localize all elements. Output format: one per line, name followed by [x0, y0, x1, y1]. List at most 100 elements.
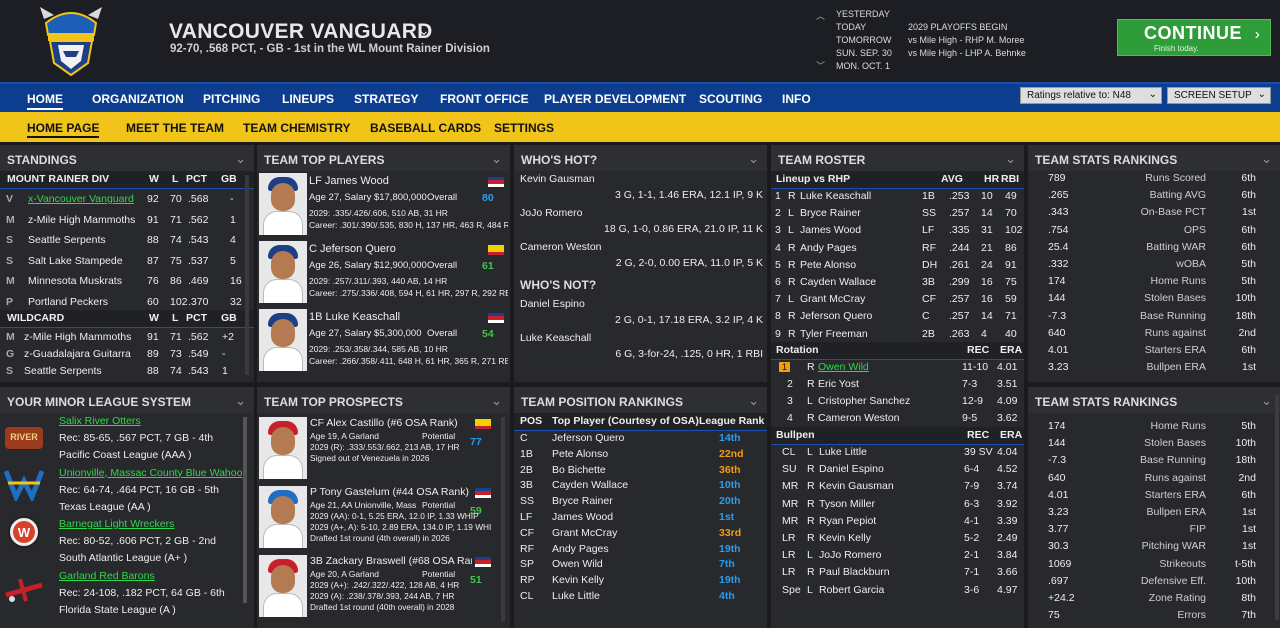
scrollbar[interactable] [501, 417, 505, 622]
standings-team-name[interactable]: Seattle Serpents [24, 365, 102, 377]
scrollbar[interactable] [243, 417, 247, 603]
subnav-settings[interactable]: SETTINGS [494, 121, 555, 135]
standings-team-name[interactable]: Portland Peckers [28, 295, 108, 308]
standings-team-name[interactable]: Minnesota Muskrats [28, 275, 122, 287]
lineup-player-name[interactable]: Pete Alonso [800, 258, 857, 271]
page-scrollbar[interactable] [1275, 395, 1279, 620]
bullpen-player-name[interactable]: Luke Little [819, 446, 867, 458]
nav-front-office[interactable]: FRONT OFFICE [440, 92, 529, 106]
schedule-down-arrow-icon[interactable]: ﹀ [816, 61, 826, 71]
lineup-player-name[interactable]: Tyler Freeman [800, 327, 868, 340]
position-player-name[interactable]: Grant McCray [552, 526, 618, 539]
not-player-name[interactable]: Daniel Espino [520, 298, 585, 310]
standings-team-name[interactable]: z-Mile High Mammoths [28, 213, 136, 226]
nav-player-development[interactable]: PLAYER DEVELOPMENT [544, 92, 687, 106]
lineup-player-name[interactable]: Grant McCray [800, 293, 866, 306]
player-name[interactable]: LF James Wood [309, 175, 389, 187]
hot-player-name[interactable]: Cameron Weston [520, 241, 602, 253]
prospect-name[interactable]: P Tony Gastelum (#44 OSA Rank) [310, 486, 469, 498]
standings-team-name[interactable]: Salt Lake Stampede [28, 254, 123, 267]
collapse-chevron-icon[interactable]: ⌄ [235, 393, 246, 408]
bullpen-player-name[interactable]: Tyson Miller [819, 497, 876, 510]
prospect-portrait[interactable] [259, 417, 307, 479]
team-logo[interactable] [36, 5, 106, 77]
rotation-player-name[interactable]: Eric Yost [818, 378, 859, 390]
position-player-name[interactable]: Luke Little [552, 590, 600, 602]
collapse-chevron-icon[interactable]: ⌄ [748, 151, 759, 166]
subnav-meet-the-team[interactable]: MEET THE TEAM [126, 121, 224, 135]
nav-lineups[interactable]: LINEUPS [282, 92, 335, 106]
position-player-name[interactable]: Jeferson Quero [552, 432, 625, 444]
minor-team-name[interactable]: Unionville, Massac County Blue Wahoo [59, 466, 243, 479]
subnav-baseball-cards[interactable]: BASEBALL CARDS [370, 121, 482, 135]
bullpen-player-name[interactable]: Daniel Espino [819, 463, 884, 476]
lineup-player-name[interactable]: Luke Keaschall [800, 190, 872, 202]
bullpen-player-name[interactable]: Ryan Pepiot [819, 514, 877, 527]
prospect-portrait[interactable] [259, 555, 307, 617]
position-player-name[interactable]: Pete Alonso [552, 447, 609, 460]
rotation-player-name[interactable]: Cristopher Sanchez [818, 395, 911, 407]
nav-organization[interactable]: ORGANIZATION [92, 92, 184, 106]
nav-pitching[interactable]: PITCHING [203, 92, 261, 106]
collapse-chevron-icon[interactable]: ⌄ [748, 393, 759, 408]
nav-scouting[interactable]: SCOUTING [699, 92, 763, 106]
minor-team-name[interactable]: Salix River Otters [59, 415, 141, 427]
player-portrait[interactable] [259, 309, 307, 371]
player-portrait[interactable] [259, 241, 307, 303]
collapse-chevron-icon[interactable]: ⌄ [235, 151, 246, 166]
position-player-name[interactable]: Bryce Rainer [552, 495, 613, 508]
nav-info[interactable]: INFO [782, 92, 811, 106]
schedule-event[interactable]: vs Mile High - RHP M. Moree [908, 35, 1025, 45]
standings-team-name[interactable]: Seattle Serpents [28, 234, 106, 246]
nav-strategy[interactable]: STRATEGY [354, 92, 419, 106]
not-player-name[interactable]: Luke Keaschall [520, 332, 592, 344]
collapse-chevron-icon[interactable]: ⌄ [491, 393, 502, 408]
standings-team-name[interactable]: z-Mile High Mammoths [24, 331, 132, 343]
collapse-chevron-icon[interactable]: ⌄ [1261, 151, 1272, 166]
continue-button[interactable]: CONTINUE Finish today. › [1117, 19, 1271, 56]
subnav-team-chemistry[interactable]: TEAM CHEMISTRY [243, 121, 351, 135]
position-player-name[interactable]: Andy Pages [552, 542, 609, 555]
minor-team-name[interactable]: Garland Red Barons [59, 569, 155, 582]
lineup-player-name[interactable]: Andy Pages [800, 241, 857, 254]
collapse-chevron-icon[interactable]: ⌄ [1261, 393, 1272, 408]
subnav-home-page[interactable]: HOME PAGE [27, 121, 100, 138]
prospect-name[interactable]: CF Alex Castillo (#6 OSA Rank) [310, 417, 458, 429]
collapse-chevron-icon[interactable]: ⌄ [491, 151, 502, 166]
position-player-name[interactable]: James Wood [552, 511, 614, 523]
nav-home[interactable]: HOME [27, 92, 63, 110]
position-player-name[interactable]: Cayden Wallace [552, 479, 629, 492]
schedule-up-arrow-icon[interactable]: ︿ [816, 11, 826, 21]
bullpen-player-name[interactable]: Kevin Kelly [819, 532, 871, 544]
team-name-title[interactable]: VANCOUVER VANGUARD [169, 20, 433, 43]
lineup-player-name[interactable]: Jeferson Quero [800, 310, 873, 323]
position-player-name[interactable]: Kevin Kelly [552, 574, 604, 587]
prospect-name[interactable]: 3B Zackary Braswell (#68 OSA Rank) [310, 555, 472, 567]
standings-team-name[interactable]: z-Guadalajara Guitarra [24, 348, 131, 360]
hot-player-name[interactable]: JoJo Romero [520, 207, 583, 219]
player-portrait[interactable] [259, 173, 307, 235]
hot-player-name[interactable]: Kevin Gausman [520, 173, 595, 185]
rotation-player-name[interactable]: Owen Wild [818, 361, 869, 373]
standings-team-name[interactable]: x-Vancouver Vanguard [28, 193, 134, 205]
schedule-event[interactable]: 2029 PLAYOFFS BEGIN [908, 22, 1008, 32]
bullpen-player-name[interactable]: Paul Blackburn [819, 566, 890, 579]
schedule-event[interactable]: vs Mile High - LHP A. Behnke [908, 48, 1026, 58]
player-name[interactable]: 1B Luke Keaschall [309, 311, 401, 323]
lineup-player-name[interactable]: Bryce Rainer [800, 207, 861, 220]
prospect-portrait[interactable] [259, 486, 307, 548]
bullpen-player-name[interactable]: Robert Garcia [819, 583, 885, 596]
position-player-name[interactable]: Bo Bichette [552, 463, 606, 476]
player-name[interactable]: C Jeferson Quero [309, 243, 396, 255]
minor-team-name[interactable]: Barnegat Light Wreckers [59, 518, 175, 530]
screen-setup-dropdown[interactable]: SCREEN SETUP ⌄ [1167, 87, 1271, 104]
lineup-player-name[interactable]: James Wood [800, 224, 862, 237]
rotation-player-name[interactable]: Cameron Weston [818, 412, 900, 424]
collapse-chevron-icon[interactable]: ⌄ [1005, 151, 1016, 166]
bullpen-player-name[interactable]: Kevin Gausman [819, 480, 894, 493]
position-player-name[interactable]: Owen Wild [552, 558, 603, 571]
bullpen-player-name[interactable]: JoJo Romero [819, 549, 882, 562]
team-switch-chevron-icon[interactable]: ⌄ [418, 22, 430, 38]
lineup-player-name[interactable]: Cayden Wallace [800, 276, 877, 288]
ratings-relative-dropdown[interactable]: Ratings relative to: N48 ⌄ [1020, 87, 1162, 104]
